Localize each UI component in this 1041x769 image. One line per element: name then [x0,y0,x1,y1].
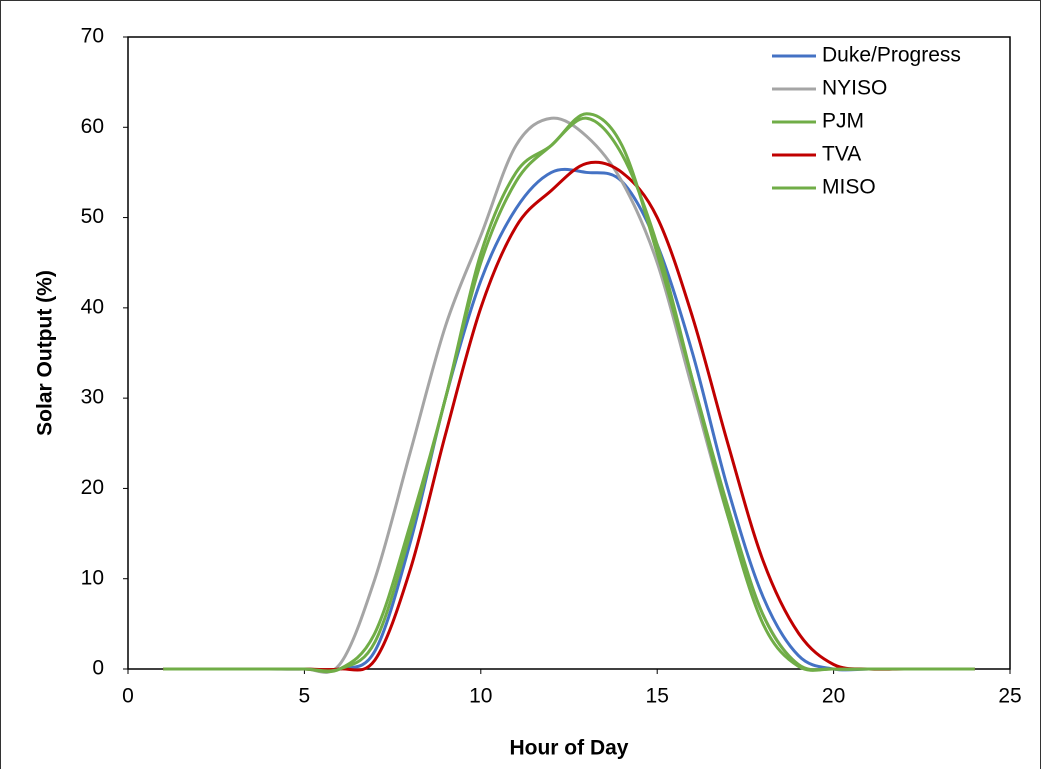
y-tick-label: 10 [81,566,104,589]
y-tick-label: 30 [81,386,104,409]
x-tick-label: 20 [822,685,845,708]
x-tick-label: 25 [998,685,1021,708]
x-tick-label: 10 [469,685,492,708]
y-tick-label: 40 [81,295,104,318]
series-line [163,160,975,672]
legend-label: Duke/Progress [822,44,961,67]
series-line [163,167,975,672]
y-tick-label: 60 [81,115,104,138]
legend-label: PJM [822,110,864,133]
series-line [163,116,975,674]
legend-label: TVA [822,143,861,166]
y-axis-title: Solar Output (%) [34,270,57,436]
legend-label: MISO [822,176,876,199]
plot-frame [127,36,1011,670]
x-axis-title: Hour of Day [509,737,628,760]
series-line [163,116,975,673]
y-tick-label: 50 [81,205,104,228]
x-tick-label: 0 [122,685,134,708]
legend-label: NYISO [822,77,887,100]
y-tick-label: 70 [81,25,104,48]
y-tick-label: 20 [81,476,104,499]
y-tick-label: 0 [92,657,104,680]
x-tick-label: 5 [299,685,311,708]
x-tick-label: 15 [646,685,669,708]
